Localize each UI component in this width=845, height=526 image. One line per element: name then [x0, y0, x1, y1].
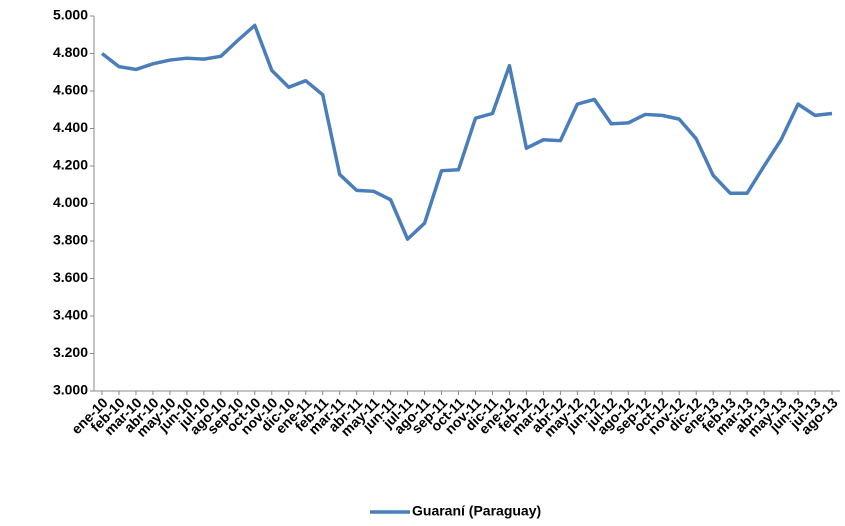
legend-label: Guaraní (Paraguay): [412, 503, 541, 519]
y-tick-label: 4.200: [53, 157, 88, 173]
y-tick-label: 4.400: [53, 119, 88, 135]
y-tick-label: 3.400: [53, 307, 88, 323]
y-tick-label: 3.800: [53, 232, 88, 248]
y-tick-label: 3.600: [53, 269, 88, 285]
y-tick-label: 3.200: [53, 344, 88, 360]
y-tick-label: 4.600: [53, 82, 88, 98]
line-series: [100, 23, 833, 241]
y-tick-label: 3.000: [53, 382, 88, 398]
y-tick-label: 4.000: [53, 194, 88, 210]
y-tick-label: 4.800: [53, 44, 88, 60]
y-tick-label: 5.000: [53, 7, 88, 23]
